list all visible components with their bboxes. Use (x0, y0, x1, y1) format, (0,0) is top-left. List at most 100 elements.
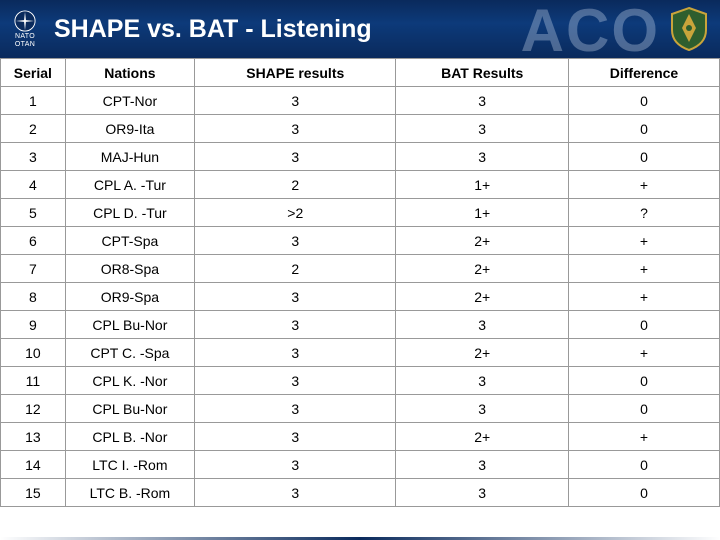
cell-serial: 10 (1, 339, 66, 367)
results-table: SerialNationsSHAPE resultsBAT ResultsDif… (0, 58, 720, 507)
shape-shield-logo (668, 6, 710, 52)
cell-nations: CPL D. -Tur (65, 199, 194, 227)
cell-diff: 0 (568, 115, 719, 143)
table-row: 7OR8-Spa22++ (1, 255, 720, 283)
cell-shape: 3 (195, 395, 396, 423)
cell-diff: 0 (568, 479, 719, 507)
cell-diff: ? (568, 199, 719, 227)
page-title: SHAPE vs. BAT - Listening (54, 15, 668, 44)
cell-nations: CPL Bu-Nor (65, 311, 194, 339)
table-row: 13CPL B. -Nor32++ (1, 423, 720, 451)
cell-bat: 2+ (396, 227, 569, 255)
cell-nations: LTC I. -Rom (65, 451, 194, 479)
cell-bat: 2+ (396, 255, 569, 283)
header-bar: ACO NATO OTAN SHAPE vs. BAT - Listening (0, 0, 720, 58)
cell-nations: LTC B. -Rom (65, 479, 194, 507)
cell-serial: 13 (1, 423, 66, 451)
cell-bat: 3 (396, 87, 569, 115)
table-row: 8OR9-Spa32++ (1, 283, 720, 311)
cell-nations: CPL K. -Nor (65, 367, 194, 395)
cell-serial: 15 (1, 479, 66, 507)
col-header-diff: Difference (568, 59, 719, 87)
table-row: 3MAJ-Hun330 (1, 143, 720, 171)
cell-nations: CPL A. -Tur (65, 171, 194, 199)
cell-serial: 2 (1, 115, 66, 143)
table-row: 11CPL K. -Nor330 (1, 367, 720, 395)
cell-diff: 0 (568, 143, 719, 171)
cell-bat: 2+ (396, 283, 569, 311)
cell-nations: CPT-Spa (65, 227, 194, 255)
cell-nations: OR8-Spa (65, 255, 194, 283)
nato-logo: NATO OTAN (6, 10, 44, 48)
table-row: 12CPL Bu-Nor330 (1, 395, 720, 423)
table-row: 6CPT-Spa32++ (1, 227, 720, 255)
cell-shape: 3 (195, 143, 396, 171)
cell-shape: 3 (195, 283, 396, 311)
table-row: 15LTC B. -Rom330 (1, 479, 720, 507)
table-row: 14LTC I. -Rom330 (1, 451, 720, 479)
cell-serial: 7 (1, 255, 66, 283)
cell-serial: 3 (1, 143, 66, 171)
cell-serial: 12 (1, 395, 66, 423)
cell-shape: 3 (195, 339, 396, 367)
table-row: 2OR9-Ita330 (1, 115, 720, 143)
cell-shape: 3 (195, 451, 396, 479)
cell-shape: 2 (195, 171, 396, 199)
cell-bat: 2+ (396, 423, 569, 451)
table-row: 9CPL Bu-Nor330 (1, 311, 720, 339)
cell-serial: 8 (1, 283, 66, 311)
cell-diff: + (568, 283, 719, 311)
cell-shape: 3 (195, 479, 396, 507)
cell-diff: + (568, 227, 719, 255)
cell-shape: 3 (195, 423, 396, 451)
cell-shape: 3 (195, 87, 396, 115)
cell-nations: CPL Bu-Nor (65, 395, 194, 423)
cell-bat: 3 (396, 395, 569, 423)
cell-bat: 3 (396, 143, 569, 171)
cell-shape: 3 (195, 115, 396, 143)
cell-diff: + (568, 171, 719, 199)
cell-bat: 3 (396, 115, 569, 143)
cell-bat: 3 (396, 451, 569, 479)
cell-nations: OR9-Spa (65, 283, 194, 311)
col-header-shape: SHAPE results (195, 59, 396, 87)
cell-diff: 0 (568, 395, 719, 423)
table-row: 10CPT C. -Spa32++ (1, 339, 720, 367)
col-header-serial: Serial (1, 59, 66, 87)
cell-shape: 3 (195, 367, 396, 395)
cell-nations: OR9-Ita (65, 115, 194, 143)
cell-serial: 14 (1, 451, 66, 479)
cell-serial: 1 (1, 87, 66, 115)
cell-diff: + (568, 339, 719, 367)
nato-label-top: NATO (15, 33, 35, 40)
cell-bat: 3 (396, 479, 569, 507)
cell-serial: 6 (1, 227, 66, 255)
cell-shape: 2 (195, 255, 396, 283)
cell-shape: 3 (195, 311, 396, 339)
cell-diff: 0 (568, 87, 719, 115)
cell-diff: + (568, 423, 719, 451)
cell-bat: 1+ (396, 199, 569, 227)
cell-bat: 3 (396, 367, 569, 395)
cell-serial: 4 (1, 171, 66, 199)
cell-nations: MAJ-Hun (65, 143, 194, 171)
col-header-bat: BAT Results (396, 59, 569, 87)
cell-diff: 0 (568, 367, 719, 395)
cell-serial: 5 (1, 199, 66, 227)
cell-nations: CPL B. -Nor (65, 423, 194, 451)
cell-serial: 9 (1, 311, 66, 339)
cell-diff: + (568, 255, 719, 283)
table-row: 4CPL A. -Tur21++ (1, 171, 720, 199)
cell-shape: >2 (195, 199, 396, 227)
cell-nations: CPT-Nor (65, 87, 194, 115)
table-row: 5CPL D. -Tur>21+? (1, 199, 720, 227)
table-container: SerialNationsSHAPE resultsBAT ResultsDif… (0, 58, 720, 540)
cell-diff: 0 (568, 451, 719, 479)
cell-bat: 2+ (396, 339, 569, 367)
cell-bat: 1+ (396, 171, 569, 199)
cell-nations: CPT C. -Spa (65, 339, 194, 367)
cell-serial: 11 (1, 367, 66, 395)
shield-icon (668, 6, 710, 52)
cell-shape: 3 (195, 227, 396, 255)
col-header-nations: Nations (65, 59, 194, 87)
